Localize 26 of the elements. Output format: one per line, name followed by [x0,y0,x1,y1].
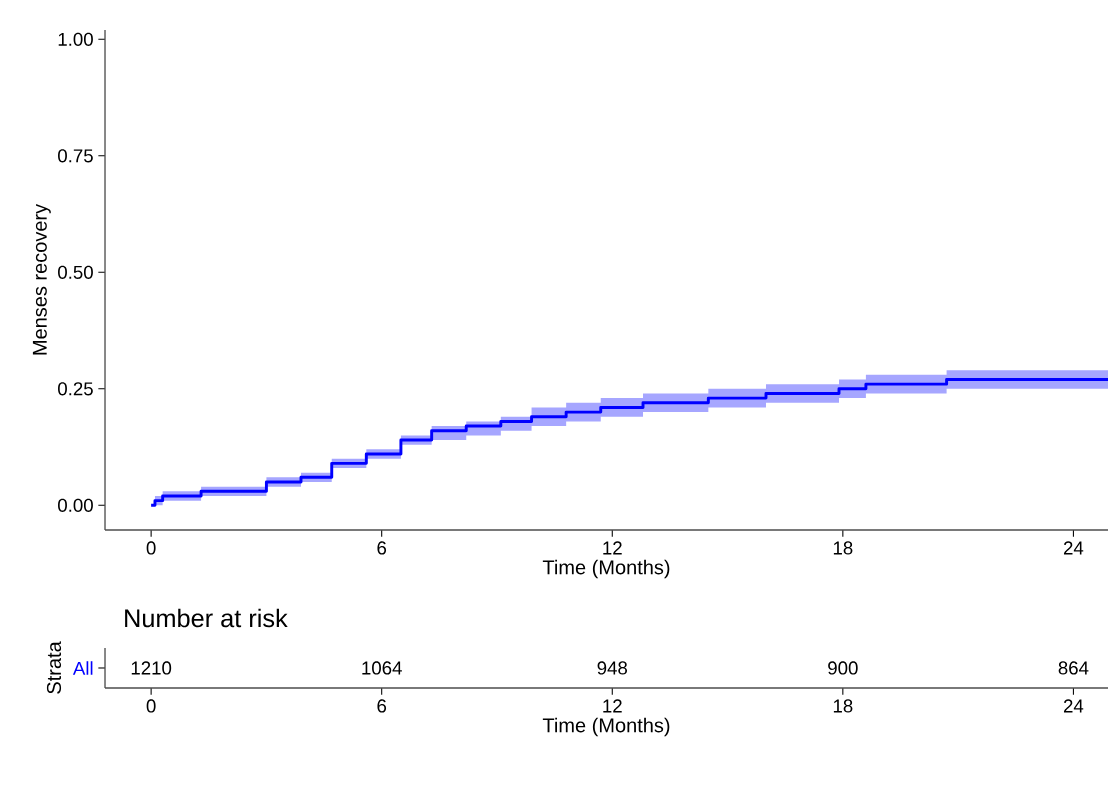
data-label: 864 [1058,661,1089,675]
y-tick-label: 0.25 [58,382,93,396]
x-tick-label: 12 [603,699,622,713]
x-tick-label: 18 [833,699,853,713]
x-tick-label: 24 [1063,699,1084,713]
data-label: 1210 [131,661,172,675]
y-axis-title: Menses recovery [32,203,51,355]
x-axis-title: Time (Months) [542,559,670,579]
x-tick-label: 12 [603,541,622,555]
x-tick-label: 24 [1063,541,1084,555]
x-axis-title: Time (Months) [542,717,670,737]
x-tick-label: 6 [377,699,387,713]
x-tick-label: 0 [146,541,156,555]
x-tick-label: 18 [833,541,853,555]
y-tick-label: 1.00 [58,32,93,46]
y-tick-label: 0.75 [58,149,93,163]
chart-title: Number at risk [125,608,288,628]
data-label: 948 [597,661,628,675]
y-axis-title: Strata [46,641,62,694]
y-tick-label: 0.50 [58,265,93,279]
x-tick-label: 6 [377,541,387,555]
data-label: 1064 [362,661,402,675]
x-tick-label: 0 [146,699,156,713]
y-tick-label: 0.00 [58,498,93,512]
y-tick-label: All [72,661,93,675]
data-label: 900 [828,661,858,675]
